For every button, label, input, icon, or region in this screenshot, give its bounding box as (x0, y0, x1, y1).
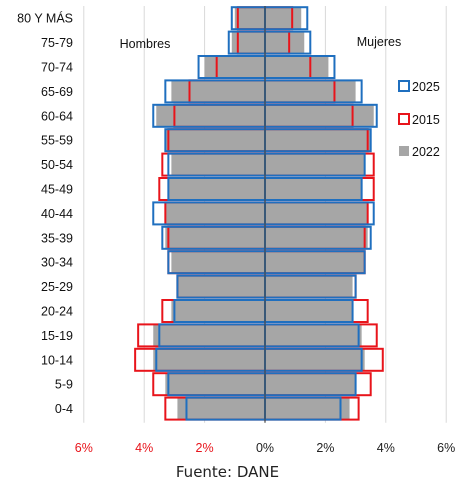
bar-2022-hombres (171, 80, 265, 103)
age-group-label: 35-39 (41, 231, 73, 245)
age-group-label: 15-19 (41, 329, 73, 343)
mujeres-label: Mujeres (357, 35, 401, 49)
bar-2022-mujeres (265, 373, 356, 396)
legend: 2025 2015 2022 (398, 80, 440, 159)
x-tick-label: 4% (135, 441, 153, 455)
bar-2022-hombres (165, 373, 265, 396)
bar-2022-hombres (171, 251, 265, 274)
age-group-label: 20-24 (41, 305, 73, 319)
bar-2022-mujeres (265, 104, 374, 127)
bar-2022-mujeres (265, 397, 350, 420)
x-tick-label: 0% (256, 441, 274, 455)
bar-2022-hombres (234, 7, 265, 30)
age-group-label: 50-54 (41, 158, 73, 172)
age-group-label: 25-29 (41, 280, 73, 294)
x-tick-label: 6% (75, 441, 93, 455)
age-group-label: 55-59 (41, 134, 73, 148)
age-group-label: 60-64 (41, 109, 73, 123)
x-tick-labels: 6% 4% 2% 0% 2% 4% 6% (75, 441, 455, 455)
source-caption: Fuente: DANE (175, 463, 280, 481)
hombres-label: Hombres (120, 37, 171, 51)
bar-2022-hombres (156, 104, 265, 127)
x-tick-label: 6% (437, 441, 455, 455)
age-group-labels: 80 Y MÁS 75-79 70-74 65-69 60-64 55-59 50-54 45… (17, 11, 73, 416)
age-group-label: 5-9 (55, 378, 73, 392)
x-tick-label: 4% (377, 441, 395, 455)
bar-2022-hombres (168, 178, 265, 200)
bar-2022-hombres (171, 300, 265, 322)
series-2022-bars (153, 7, 374, 420)
legend-label-2015: 2015 (412, 113, 440, 127)
age-group-label: 65-69 (41, 85, 73, 99)
bar-2022-mujeres (265, 300, 353, 322)
bar-2022-hombres (153, 348, 265, 371)
bar-2022-mujeres (265, 251, 365, 274)
bar-2022-hombres (153, 324, 265, 347)
legend-swatch-2015 (398, 113, 410, 125)
bar-2022-hombres (231, 31, 265, 54)
bar-2022-mujeres (265, 226, 368, 249)
bar-2022-mujeres (265, 31, 305, 54)
bar-2022-hombres (177, 275, 265, 298)
bar-2022-mujeres (265, 56, 329, 78)
bar-2022-hombres (165, 226, 265, 249)
bar-2022-mujeres (265, 324, 362, 347)
age-group-label: 80 Y MÁS (17, 11, 73, 26)
bar-2022-mujeres (265, 178, 362, 200)
legend-swatch-2022 (399, 146, 409, 156)
bar-2022-hombres (165, 202, 265, 225)
bar-2022-mujeres (265, 80, 356, 103)
bar-2022-mujeres (265, 153, 365, 176)
bar-2022-mujeres (265, 275, 353, 298)
age-group-label: 10-14 (41, 353, 73, 367)
age-group-label: 0-4 (55, 402, 73, 416)
age-group-label: 40-44 (41, 207, 73, 221)
legend-label-2022: 2022 (412, 145, 440, 159)
x-tick-label: 2% (196, 441, 214, 455)
age-group-label: 75-79 (41, 36, 73, 50)
age-group-label: 70-74 (41, 61, 73, 75)
bar-2022-mujeres (265, 7, 302, 30)
bar-2022-mujeres (265, 129, 371, 152)
bar-2022-hombres (204, 56, 265, 78)
bar-2022-mujeres (265, 348, 365, 371)
legend-swatch-2025 (398, 80, 410, 92)
legend-label-2025: 2025 (412, 80, 440, 94)
bar-2022-hombres (171, 153, 265, 176)
age-group-label: 45-49 (41, 183, 73, 197)
x-tick-label: 2% (316, 441, 334, 455)
bar-2022-mujeres (265, 202, 368, 225)
bar-2022-hombres (165, 129, 265, 152)
bar-2022-hombres (177, 397, 265, 420)
age-group-label: 30-34 (41, 256, 73, 270)
